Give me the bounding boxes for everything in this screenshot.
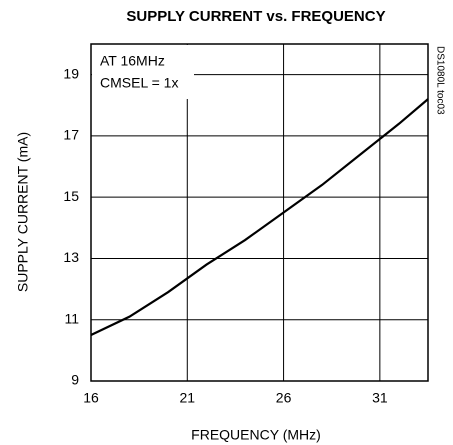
plot-frame <box>90 43 429 382</box>
annotation: AT 16MHz <box>100 53 165 69</box>
annotation-box <box>92 45 194 99</box>
x-tick-label: 26 <box>276 390 292 406</box>
x-tick-label: 21 <box>179 390 195 406</box>
y-tick-label: 11 <box>64 310 79 326</box>
x-tick-label: 31 <box>372 390 388 406</box>
chart-title: SUPPLY CURRENT vs. FREQUENCY <box>126 8 385 25</box>
y-tick-label: 17 <box>63 127 79 143</box>
annotation: CMSEL = 1x <box>100 75 178 91</box>
data-line <box>90 98 429 337</box>
y-tick-label: 13 <box>63 249 79 265</box>
x-tick-label: 16 <box>83 390 99 406</box>
y-tick-label: 15 <box>63 188 79 204</box>
y-tick-label: 19 <box>63 65 79 81</box>
annotation: DS1080L toc03 <box>434 46 445 115</box>
y-axis-label: SUPPLY CURRENT (mA) <box>15 132 31 292</box>
y-tick-label: 9 <box>71 372 79 388</box>
x-axis-label: FREQUENCY (MHz) <box>191 427 321 443</box>
